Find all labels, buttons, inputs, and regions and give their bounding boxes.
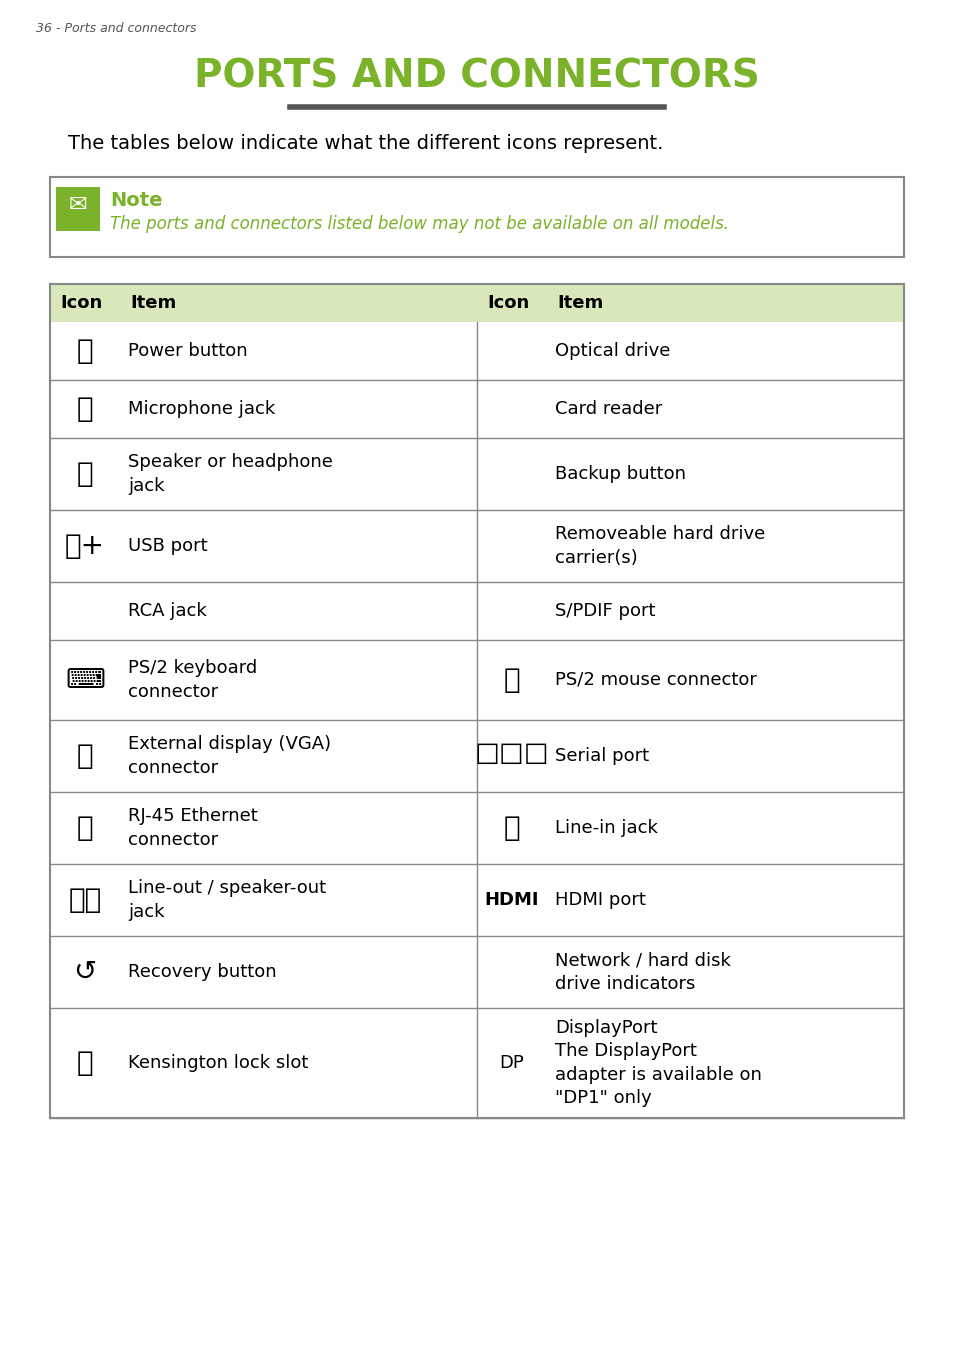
Text: RCA jack: RCA jack xyxy=(128,602,207,621)
Text: S/PDIF port: S/PDIF port xyxy=(555,602,655,621)
Text: Removeable hard drive
carrier(s): Removeable hard drive carrier(s) xyxy=(555,525,764,566)
Text: Icon: Icon xyxy=(60,293,102,312)
Text: Microphone jack: Microphone jack xyxy=(128,400,275,418)
Text: Backup button: Backup button xyxy=(555,465,685,483)
Text: RJ-45 Ethernet
connector: RJ-45 Ethernet connector xyxy=(128,807,257,849)
Text: ⦾: ⦾ xyxy=(503,814,519,842)
Text: HDMI: HDMI xyxy=(484,891,538,909)
Text: 🎧: 🎧 xyxy=(76,460,93,488)
Text: ⏻: ⏻ xyxy=(76,337,93,365)
Text: 🎤: 🎤 xyxy=(76,395,93,423)
Text: USB port: USB port xyxy=(128,537,208,556)
Text: 🖱: 🖱 xyxy=(503,667,519,694)
Text: ⭘+: ⭘+ xyxy=(65,531,105,560)
Text: 🖥: 🖥 xyxy=(76,742,93,771)
Text: PORTS AND CONNECTORS: PORTS AND CONNECTORS xyxy=(193,57,760,95)
Text: HDMI port: HDMI port xyxy=(555,891,645,909)
Text: Card reader: Card reader xyxy=(555,400,661,418)
Text: Line-in jack: Line-in jack xyxy=(555,819,658,837)
Text: Kensington lock slot: Kensington lock slot xyxy=(128,1055,308,1072)
Text: Optical drive: Optical drive xyxy=(555,342,670,360)
Text: ⦾⦾: ⦾⦾ xyxy=(69,886,102,914)
Text: The ports and connectors listed below may not be available on all models.: The ports and connectors listed below ma… xyxy=(110,215,728,233)
Text: Line-out / speaker-out
jack: Line-out / speaker-out jack xyxy=(128,879,326,921)
Text: ↺: ↺ xyxy=(73,959,96,986)
Text: PS/2 keyboard
connector: PS/2 keyboard connector xyxy=(128,660,257,700)
Text: The tables below indicate what the different icons represent.: The tables below indicate what the diffe… xyxy=(68,134,662,153)
Text: Serial port: Serial port xyxy=(555,748,648,765)
Bar xyxy=(50,284,903,322)
Text: Speaker or headphone
jack: Speaker or headphone jack xyxy=(128,453,333,495)
Text: Item: Item xyxy=(130,293,176,312)
Text: ☐☐☐: ☐☐☐ xyxy=(475,742,549,771)
Text: ✉: ✉ xyxy=(69,195,88,215)
Text: Power button: Power button xyxy=(128,342,248,360)
Text: DP: DP xyxy=(499,1055,524,1072)
Text: External display (VGA)
connector: External display (VGA) connector xyxy=(128,735,331,777)
FancyBboxPatch shape xyxy=(56,187,100,231)
Text: 📶: 📶 xyxy=(76,814,93,842)
Text: PS/2 mouse connector: PS/2 mouse connector xyxy=(555,671,756,690)
Text: DisplayPort
The DisplayPort
adapter is available on
"DP1" only: DisplayPort The DisplayPort adapter is a… xyxy=(555,1018,761,1107)
Text: Item: Item xyxy=(557,293,602,312)
Text: 🔒: 🔒 xyxy=(76,1049,93,1078)
Text: Note: Note xyxy=(110,191,162,210)
Text: Icon: Icon xyxy=(486,293,529,312)
Text: ⌨: ⌨ xyxy=(65,667,105,694)
Text: 36 - Ports and connectors: 36 - Ports and connectors xyxy=(36,22,196,35)
Text: Network / hard disk
drive indicators: Network / hard disk drive indicators xyxy=(555,952,730,992)
FancyBboxPatch shape xyxy=(50,177,903,257)
Text: Recovery button: Recovery button xyxy=(128,963,276,982)
